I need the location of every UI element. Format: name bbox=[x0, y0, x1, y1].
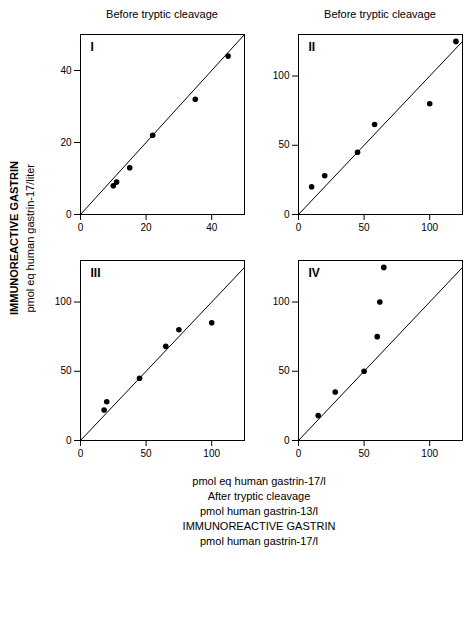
svg-text:100: 100 bbox=[421, 448, 438, 459]
svg-text:III: III bbox=[91, 266, 101, 280]
svg-text:0: 0 bbox=[66, 435, 72, 446]
svg-text:0: 0 bbox=[296, 448, 302, 459]
svg-text:50: 50 bbox=[60, 365, 72, 376]
html-text:Before tryptic cleavage: Before tryptic cleavage bbox=[106, 8, 218, 20]
svg-text:0: 0 bbox=[284, 435, 290, 446]
svg-text:0: 0 bbox=[66, 209, 72, 220]
svg-text:20: 20 bbox=[141, 222, 153, 233]
html-text:pmol human gastrin-17/l: pmol human gastrin-17/l bbox=[200, 535, 318, 547]
svg-text:40: 40 bbox=[60, 65, 72, 76]
svg-text:II: II bbox=[309, 40, 316, 54]
html-text:After tryptic cleavage: After tryptic cleavage bbox=[207, 490, 311, 502]
svg-text:50: 50 bbox=[359, 222, 371, 233]
html-text:IMMUNOREACTIVE GASTRIN: IMMUNOREACTIVE GASTRIN bbox=[8, 161, 20, 315]
svg-text:100: 100 bbox=[55, 296, 72, 307]
html-text:Before tryptic cleavage: Before tryptic cleavage bbox=[324, 8, 436, 20]
svg-text:100: 100 bbox=[203, 448, 220, 459]
svg-text:0: 0 bbox=[284, 209, 290, 220]
svg-text:100: 100 bbox=[273, 70, 290, 81]
svg-text:50: 50 bbox=[278, 365, 290, 376]
svg-text:100: 100 bbox=[273, 296, 290, 307]
svg-text:20: 20 bbox=[60, 137, 72, 148]
svg-text:50: 50 bbox=[278, 139, 290, 150]
html-text:IMMUNOREACTIVE GASTRIN: IMMUNOREACTIVE GASTRIN bbox=[182, 520, 336, 532]
svg-text:0: 0 bbox=[78, 448, 84, 459]
svg-text:IV: IV bbox=[309, 266, 320, 280]
svg-text:0: 0 bbox=[78, 222, 84, 233]
svg-text:I: I bbox=[91, 40, 94, 54]
svg-text:50: 50 bbox=[359, 448, 371, 459]
html-text:pmol eq human gastrin-17/l: pmol eq human gastrin-17/l bbox=[192, 475, 326, 487]
html-text:pmol human gastrin-13/l: pmol human gastrin-13/l bbox=[200, 505, 318, 517]
svg-text:100: 100 bbox=[421, 222, 438, 233]
svg-text:50: 50 bbox=[141, 448, 153, 459]
svg-text:0: 0 bbox=[296, 222, 302, 233]
svg-text:40: 40 bbox=[206, 222, 218, 233]
html-text:pmol eq human gastrin-17/liter: pmol eq human gastrin-17/liter bbox=[24, 163, 36, 313]
